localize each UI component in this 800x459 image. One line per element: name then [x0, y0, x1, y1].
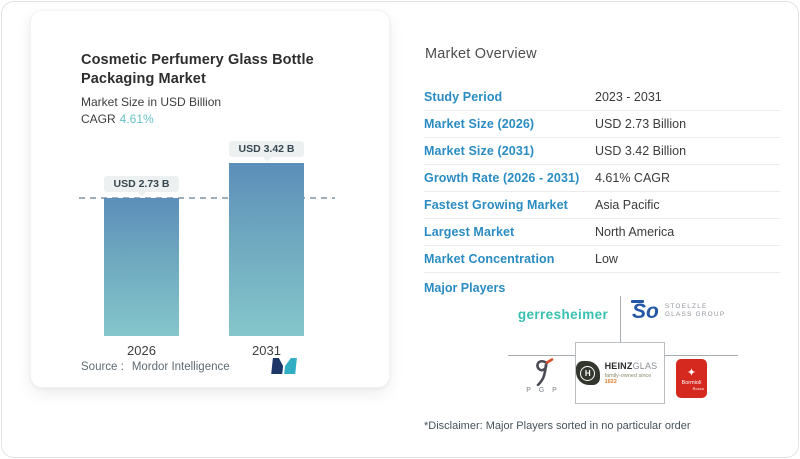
- heinz-light-text: GLAS: [632, 361, 658, 371]
- row-label: Market Size (2031): [424, 144, 535, 158]
- heinz-bold-text: HEINZ: [604, 361, 633, 371]
- cagr-value: 4.61%: [119, 112, 154, 126]
- bormioli-logo: ✦ Bormioli Rocco: [676, 359, 707, 398]
- market-overview-panel: Market Overview Study Period 2023 - 2031…: [424, 0, 780, 459]
- row-value: USD 2.73 Billion: [595, 117, 687, 131]
- bar-value-label-2031: USD 3.42 B: [229, 141, 304, 157]
- logo-divider-right: [665, 355, 738, 356]
- logo-divider-vertical: [620, 296, 621, 342]
- row-label: Growth Rate (2026 - 2031): [424, 171, 580, 185]
- bormioli-star-icon: ✦: [686, 365, 697, 379]
- source-label: Source :: [81, 361, 124, 373]
- cagr-label: CAGR: [81, 112, 116, 126]
- table-row: Study Period 2023 - 2031: [424, 84, 780, 111]
- chart-title-line2: Packaging Market: [81, 71, 206, 87]
- row-value: 2023 - 2031: [595, 90, 662, 104]
- table-row: Market Size (2031) USD 3.42 Billion: [424, 138, 780, 165]
- table-row: Fastest Growing Market Asia Pacific: [424, 192, 780, 219]
- row-label: Market Concentration: [424, 252, 555, 266]
- stoelzle-line1: STOELZLE: [664, 302, 708, 310]
- disclaimer-text: *Disclaimer: Major Players sorted in no …: [424, 420, 691, 432]
- bar-value-label-2026: USD 2.73 B: [104, 176, 179, 192]
- table-row: Market Size (2026) USD 2.73 Billion: [424, 111, 780, 138]
- bar-2026: [104, 198, 179, 336]
- row-label: Study Period: [424, 90, 503, 104]
- chart-title: Cosmetic Perfumery Glass Bottle Packagin…: [81, 51, 346, 89]
- chart-header: Cosmetic Perfumery Glass Bottle Packagin…: [81, 51, 346, 126]
- logo-divider-left: [508, 355, 575, 356]
- panel-heading: Market Overview: [425, 46, 537, 62]
- row-label: Largest Market: [424, 225, 515, 239]
- stoelzle-logo: So STOELZLE GLASS GROUP: [631, 299, 726, 323]
- pgp-logo: P G P: [518, 356, 568, 394]
- bar-2031: [229, 163, 304, 336]
- stoelzle-wordmark: STOELZLE GLASS GROUP: [665, 303, 726, 320]
- row-value: USD 3.42 Billion: [595, 144, 687, 158]
- heinzglas-logo: H HEINZGLAS family-owned since 1622: [575, 342, 665, 404]
- bormioli-name: Bormioli: [681, 379, 702, 386]
- row-label: Fastest Growing Market: [424, 198, 568, 212]
- table-row: Market Concentration Low: [424, 246, 780, 273]
- heinzglas-emblem-icon: H: [576, 361, 600, 385]
- table-row: Growth Rate (2026 - 2031) 4.61% CAGR: [424, 165, 780, 192]
- gerresheimer-logo: gerresheimer: [517, 307, 609, 322]
- cagr-line: CAGR 4.61%: [81, 112, 346, 126]
- mordor-intelligence-logo-icon: [271, 358, 297, 374]
- row-value: 4.61% CAGR: [595, 171, 671, 185]
- market-size-chart-card: Cosmetic Perfumery Glass Bottle Packagin…: [30, 10, 390, 388]
- row-value: Asia Pacific: [595, 198, 660, 212]
- x-axis-label-2026: 2026: [127, 343, 156, 358]
- row-value: Low: [595, 252, 618, 266]
- stoelzle-line2: GLASS GROUP: [664, 311, 726, 318]
- heinzglas-wordmark: HEINZGLAS family-owned since 1622: [605, 361, 664, 385]
- heinz-subtext: family-owned since: [604, 373, 652, 379]
- bar-chart: USD 2.73 B USD 3.42 B 2026 2031: [79, 141, 335, 358]
- chart-title-line1: Cosmetic Perfumery Glass Bottle: [81, 52, 314, 68]
- row-label: Market Size (2026): [424, 117, 535, 131]
- table-row: Largest Market North America: [424, 219, 780, 246]
- pgp-glyph-icon: [536, 358, 554, 386]
- baseline-dashed-line: [79, 197, 335, 199]
- row-value: North America: [595, 225, 675, 239]
- heinzglas-emblem-letter: H: [580, 365, 596, 381]
- heinz-subtext-year: 1622: [604, 379, 617, 385]
- x-axis-label-2031: 2031: [252, 343, 281, 358]
- chart-subtitle: Market Size in USD Billion: [81, 95, 222, 109]
- bormioli-subname: Rocco: [692, 385, 704, 391]
- stoelzle-monogram-icon: So: [631, 300, 659, 323]
- source-value: Mordor Intelligence: [131, 361, 230, 373]
- source-row: Source : Mordor Intelligence: [81, 361, 230, 373]
- major-players-label: Major Players: [424, 281, 506, 295]
- overview-table: Study Period 2023 - 2031 Market Size (20…: [424, 84, 780, 273]
- pgp-letters: P G P: [526, 387, 560, 394]
